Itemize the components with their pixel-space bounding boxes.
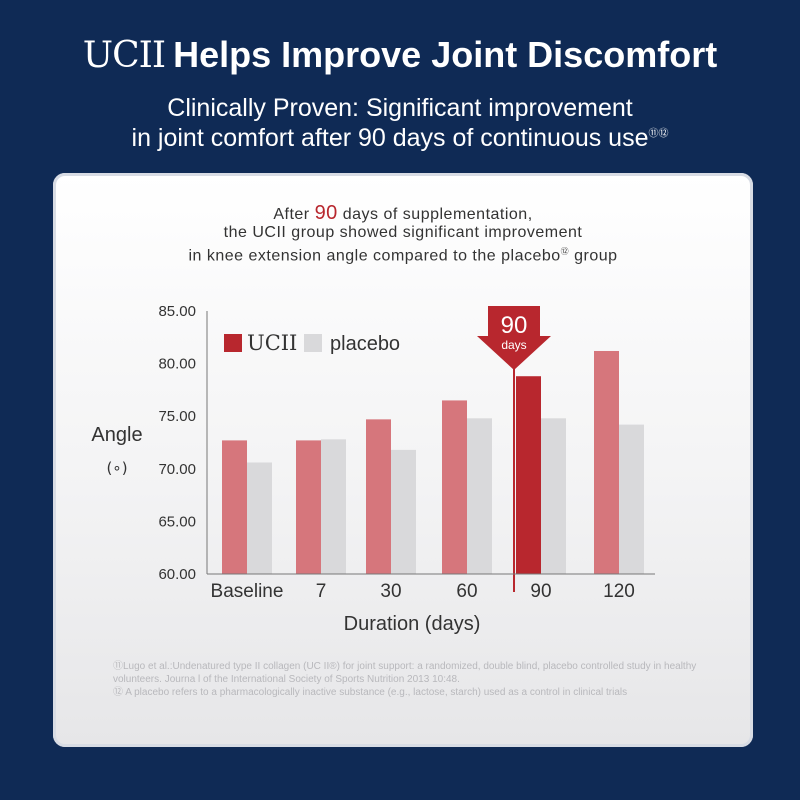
caption-text-b: days of supplementation, [337,206,533,223]
legend-swatch-placebo [304,334,322,352]
legend-label-ucii: UCII [247,331,297,355]
x-tick-label: Baseline [211,581,284,602]
references: ⑪Lugo et al.:Undenatured type II collage… [113,660,713,699]
legend-label-placebo: placebo [330,333,400,355]
x-tick-label: 120 [603,581,635,602]
y-tick-label: 85.00 [158,303,196,320]
card-caption-line-1: After 90 days of supplementation, [53,202,753,225]
highlight-arrow-callout [477,306,551,370]
page-title: UCII Helps Improve Joint Discomfort [0,34,800,76]
callout-value: 90 [501,312,528,339]
bar-placebo-30 [391,449,416,574]
y-tick-label: 80.00 [158,356,196,373]
bar-placebo-7 [321,439,346,574]
y-tick-label: 70.00 [158,461,196,478]
x-tick-label: 7 [316,581,327,602]
bar-ucii-90 [516,376,541,574]
x-axis-label: Duration (days) [344,613,481,635]
bar-ucii-120 [594,350,619,574]
callout-unit: days [501,338,526,352]
subtitle-line-1: Clinically Proven: Significant improveme… [167,94,633,122]
x-tick-label: 60 [456,581,477,602]
subtitle-line-2: in joint comfort after 90 days of contin… [0,124,800,153]
y-tick-label: 60.00 [158,566,196,583]
caption-ref: ⑫ [560,247,570,256]
y-axis-label: Angle [91,424,142,446]
reference-11: ⑪Lugo et al.:Undenatured type II collage… [113,661,697,685]
x-tick-label: 90 [530,581,551,602]
bar-ucii-60 [442,400,467,574]
bar-placebo-60 [467,418,492,574]
y-tick-label: 75.00 [158,408,196,425]
bar-placebo-90 [541,418,566,574]
bar-ucii-7 [296,440,321,574]
bar-ucii-baseline [222,440,247,574]
caption-text-c: in knee extension angle compared to the … [188,247,561,265]
card-caption-line-2: the UCII group showed significant improv… [223,224,583,241]
reference-12: ⑫ A placebo refers to a pharmacologicall… [113,687,628,698]
legend-swatch-ucii [224,334,242,352]
bar-placebo-120 [619,424,644,574]
x-tick-label: 30 [380,581,401,602]
caption-highlight: 90 [314,202,338,224]
bar-ucii-30 [366,419,391,574]
brand-logo: UCII [82,35,166,76]
y-axis-unit: (∘) [106,459,127,477]
bar-placebo-baseline [247,462,272,574]
caption-text-a: After [273,206,315,223]
title-text: Helps Improve Joint Discomfort [173,34,718,75]
subtitle-refs: ⑪⑫ [648,128,669,140]
card-caption-line-3: in knee extension angle compared to the … [53,246,753,265]
caption-text-d: group [569,247,618,265]
subtitle-line-2-text: in joint comfort after 90 days of contin… [131,124,649,152]
y-tick-label: 65.00 [158,513,196,530]
